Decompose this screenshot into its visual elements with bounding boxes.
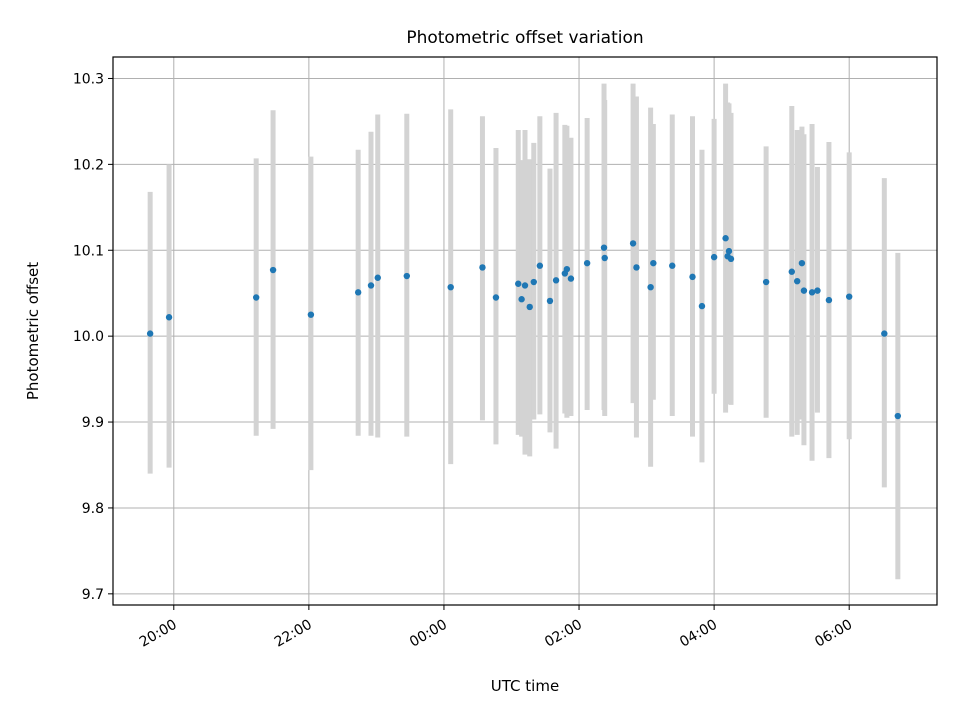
data-point xyxy=(629,240,637,247)
y-tick-label: 10.1 xyxy=(73,243,104,259)
data-point xyxy=(536,262,544,269)
data-point xyxy=(552,277,560,284)
data-points xyxy=(146,235,902,420)
y-tick-label: 10.2 xyxy=(73,157,104,173)
data-point xyxy=(601,254,608,262)
data-point xyxy=(563,265,571,273)
data-point xyxy=(669,262,676,269)
y-tick-label: 9.7 xyxy=(82,587,104,603)
data-point xyxy=(845,293,853,300)
data-point xyxy=(689,273,696,281)
data-point xyxy=(698,302,706,310)
data-point xyxy=(546,297,554,305)
data-point xyxy=(146,330,154,337)
y-tick-label: 9.8 xyxy=(82,501,104,517)
data-point xyxy=(252,294,260,301)
data-point xyxy=(307,311,315,318)
data-point xyxy=(722,235,729,242)
data-point xyxy=(650,259,657,267)
data-point xyxy=(567,275,575,282)
chart-title: Photometric offset variation xyxy=(406,28,643,48)
data-point xyxy=(825,296,833,304)
data-point xyxy=(526,303,533,311)
data-point xyxy=(881,330,888,337)
y-tick-label: 9.9 xyxy=(82,415,104,431)
data-point xyxy=(647,283,654,291)
data-point xyxy=(530,278,537,286)
data-point xyxy=(447,283,454,291)
data-point xyxy=(492,294,500,301)
data-point xyxy=(798,259,806,267)
data-point xyxy=(600,244,608,251)
x-axis-label: UTC time xyxy=(491,677,559,695)
data-point xyxy=(725,247,733,255)
data-point xyxy=(800,287,808,294)
data-point xyxy=(633,264,640,271)
data-point xyxy=(165,314,173,321)
data-point xyxy=(808,289,816,296)
y-tick-label: 10.3 xyxy=(73,71,104,87)
y-axis-ticks: 9.7 9.8 9.9 10.0 10.1 10.2 10.3 xyxy=(73,71,113,603)
data-point xyxy=(479,264,486,271)
data-point xyxy=(269,266,277,274)
data-point xyxy=(374,274,381,281)
data-point xyxy=(521,282,529,289)
data-point xyxy=(762,278,770,286)
data-point xyxy=(403,272,411,280)
y-tick-label: 10.0 xyxy=(73,329,104,345)
data-point xyxy=(710,253,718,261)
y-axis-label: Photometric offset xyxy=(24,262,42,400)
data-point xyxy=(583,259,591,267)
data-point xyxy=(354,289,362,296)
data-point xyxy=(518,296,525,303)
data-point xyxy=(515,280,522,287)
data-point xyxy=(793,277,801,285)
plot-frame xyxy=(112,56,938,606)
data-point xyxy=(367,282,375,289)
data-point xyxy=(814,287,821,294)
data-point xyxy=(727,255,735,263)
data-point xyxy=(788,268,795,275)
data-point xyxy=(894,412,902,420)
